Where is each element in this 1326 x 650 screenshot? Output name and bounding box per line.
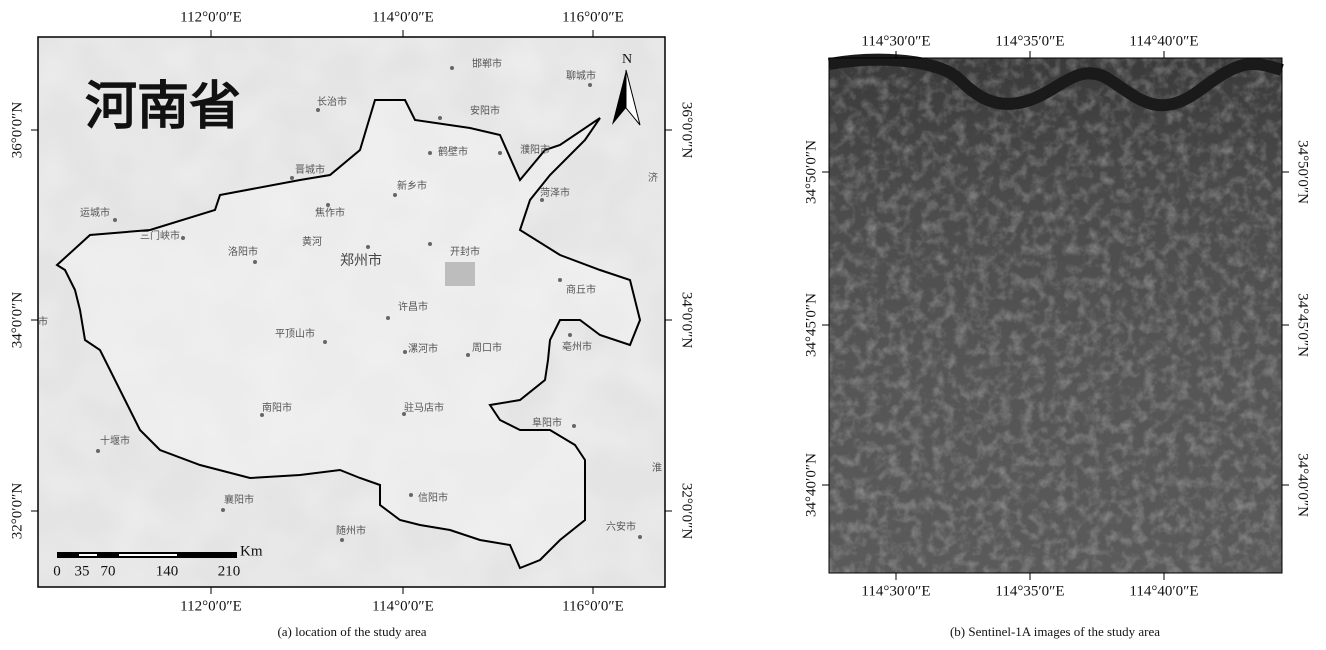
place-label: 阜阳市 — [532, 416, 562, 429]
lon-label: 112°0′0″E — [180, 9, 242, 25]
place-label: 安阳市 — [470, 104, 500, 117]
lat-label: 34°50′0″N — [1295, 140, 1311, 204]
place-label: 聊城市 — [566, 69, 596, 82]
place-dot — [326, 203, 330, 207]
north-label: N — [622, 52, 632, 67]
place-label: 随州市 — [336, 524, 366, 537]
scale-label: 0 — [53, 563, 61, 579]
place-dot — [450, 66, 454, 70]
place-label: 洛阳市 — [228, 245, 258, 258]
place-label: 菏泽市 — [540, 186, 570, 199]
place-dot — [498, 151, 502, 155]
lat-label: 34°45′0″N — [803, 293, 819, 357]
lat-label: 32°0′0″N — [679, 483, 695, 540]
place-dot — [181, 236, 185, 240]
lon-label: 116°0′0″E — [562, 9, 624, 25]
place-dot — [428, 151, 432, 155]
place-label: 鹤壁市 — [438, 145, 468, 158]
lon-label: 116°0′0″E — [562, 598, 624, 614]
place-dot — [386, 316, 390, 320]
place-label: 开封市 — [450, 245, 480, 258]
lat-label: 36°0′0″N — [9, 102, 25, 159]
lon-label: 114°40′0″E — [1129, 583, 1198, 599]
place-label: 济 — [648, 171, 658, 184]
scale-bar — [57, 552, 237, 558]
place-dot — [221, 508, 225, 512]
place-label: 南阳市 — [262, 401, 292, 414]
study-area — [445, 262, 475, 286]
lat-label: 34°45′0″N — [1295, 293, 1311, 357]
place-label: 市 — [38, 315, 48, 328]
place-label: 亳州市 — [562, 340, 592, 353]
place-dot — [403, 350, 407, 354]
place-dot — [253, 260, 257, 264]
lat-label: 36°0′0″N — [679, 102, 695, 159]
place-dot — [316, 108, 320, 112]
place-dot — [323, 340, 327, 344]
lon-label: 114°0′0″E — [372, 9, 434, 25]
place-label: 信阳市 — [418, 491, 448, 504]
place-dot — [290, 176, 294, 180]
place-dot — [366, 245, 370, 249]
place-label: 商丘市 — [566, 283, 596, 296]
place-dot — [113, 218, 117, 222]
scale-label: 140 — [156, 563, 179, 579]
caption: (a) location of the study area — [277, 624, 426, 639]
place-dot — [438, 116, 442, 120]
place-label: 六安市 — [606, 520, 636, 533]
scale-label: 210 — [218, 563, 241, 579]
place-label: 新乡市 — [397, 179, 427, 192]
place-label: 濮阳市 — [520, 143, 550, 156]
place-label: 晋城市 — [295, 163, 325, 176]
place-dot — [409, 493, 413, 497]
place-label: 襄阳市 — [224, 493, 254, 506]
lon-label: 114°30′0″E — [861, 33, 930, 49]
lon-label: 114°40′0″E — [1129, 33, 1198, 49]
place-label: 十堰市 — [100, 434, 130, 447]
lat-label: 34°0′0″N — [9, 292, 25, 349]
place-label: 运城市 — [80, 206, 110, 219]
lat-label: 34°40′0″N — [1295, 453, 1311, 517]
satellite-texture — [829, 58, 1282, 573]
lat-label: 34°0′0″N — [679, 292, 695, 349]
place-dot — [558, 278, 562, 282]
place-label: 三门峡市 — [140, 229, 180, 242]
place-dot — [572, 424, 576, 428]
place-label: 许昌市 — [398, 300, 428, 313]
place-label: 邯郸市 — [472, 57, 502, 70]
place-dot — [340, 538, 344, 542]
place-label: 长治市 — [317, 95, 347, 108]
lon-label: 114°30′0″E — [861, 583, 930, 599]
lon-label: 114°35′0″E — [995, 33, 1064, 49]
place-label: 淮 — [652, 462, 662, 474]
lon-label: 114°0′0″E — [372, 598, 434, 614]
scale-unit: Km — [240, 543, 263, 559]
lon-label: 112°0′0″E — [180, 598, 242, 614]
place-label: 周口市 — [472, 341, 502, 354]
place-label: 漯河市 — [408, 342, 438, 355]
lat-label: 34°40′0″N — [803, 453, 819, 517]
map-title: 河南省 — [85, 77, 241, 137]
place-dot — [393, 193, 397, 197]
place-label: 驻马店市 — [404, 401, 444, 414]
lat-label: 32°0′0″N — [9, 483, 25, 540]
place-label: 郑州市 — [340, 252, 382, 269]
scale-label: 35 — [75, 563, 90, 579]
place-label: 平顶山市 — [275, 327, 315, 340]
place-dot — [638, 535, 642, 539]
lon-label: 114°35′0″E — [995, 583, 1064, 599]
place-dot — [568, 333, 572, 337]
lat-label: 34°50′0″N — [803, 140, 819, 204]
scale-label: 70 — [101, 563, 116, 579]
place-dot — [428, 242, 432, 246]
figure: 河南省 N Km (a) location of the study area … — [0, 0, 1326, 650]
place-label: 黄河 — [302, 235, 322, 248]
caption: (b) Sentinel-1A images of the study area — [950, 624, 1160, 639]
place-dot — [466, 353, 470, 357]
place-label: 焦作市 — [315, 206, 345, 219]
place-dot — [96, 449, 100, 453]
place-dot — [588, 83, 592, 87]
